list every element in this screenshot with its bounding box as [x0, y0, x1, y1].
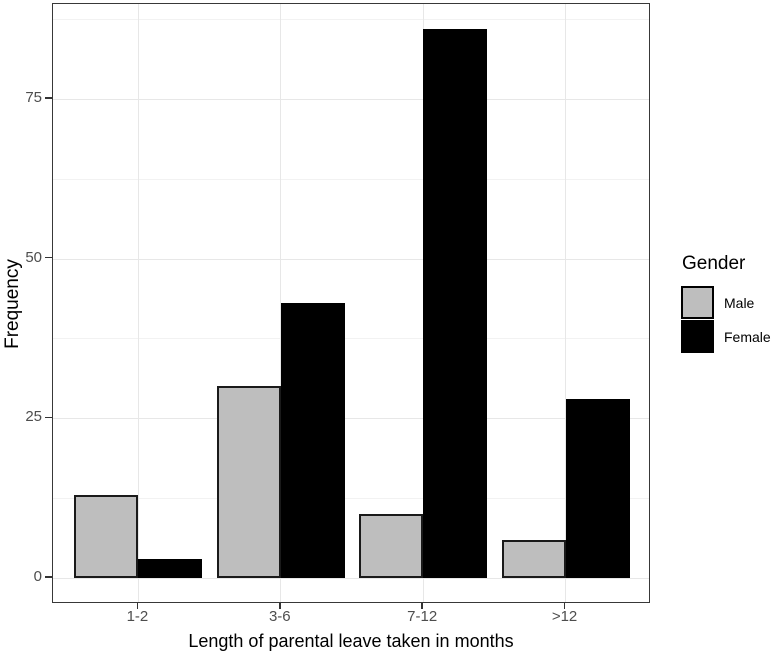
legend: Gender Male Female [681, 253, 778, 354]
legend-label: Female [724, 329, 771, 345]
bar-female-7-12 [423, 28, 488, 578]
x-axis-tick [279, 603, 281, 609]
x-tick-label: 7-12 [407, 608, 438, 625]
legend-entries: Male Female [681, 286, 778, 354]
y-axis-tick [45, 97, 52, 99]
legend-swatch-male [681, 286, 714, 319]
gridline-minor-horizontal [53, 178, 649, 180]
legend-swatch-female [681, 320, 714, 353]
x-tick-label: 1-2 [126, 608, 149, 625]
legend-label: Male [724, 295, 755, 311]
legend-title: Gender [682, 253, 746, 274]
y-axis-tick [45, 576, 52, 578]
y-tick-label: 25 [25, 408, 42, 426]
legend-entry-female: Female [681, 320, 778, 354]
gridline-minor-horizontal [53, 498, 649, 500]
gridline-major-vertical [565, 4, 567, 602]
bar-female-1-2 [138, 558, 203, 578]
gridline-major-horizontal [53, 418, 649, 420]
y-tick-label: 75 [25, 88, 42, 106]
bar-male->12 [501, 539, 566, 578]
gridline-major-vertical [137, 4, 139, 602]
y-axis-tick [45, 256, 52, 259]
gridline-major-horizontal [53, 98, 649, 100]
bar-male-3-6 [216, 386, 281, 578]
gridline-major-vertical [280, 4, 282, 602]
y-tick-label: 50 [25, 248, 42, 266]
bar-female-3-6 [280, 303, 345, 578]
x-tick-label: >12 [551, 608, 578, 625]
bar-male-7-12 [359, 514, 424, 578]
x-axis-title: Length of parental leave taken in months [188, 631, 514, 651]
y-tick-label: 0 [33, 568, 42, 585]
x-axis-tick [421, 603, 423, 609]
x-axis-tick [136, 603, 139, 609]
y-axis-tick [45, 416, 52, 419]
gridline-major-horizontal [53, 258, 649, 260]
bars-layer [53, 4, 649, 602]
x-tick-label: 3-6 [268, 608, 291, 625]
plot-panel [52, 3, 650, 603]
gridline-minor-horizontal [53, 338, 649, 340]
gridline-minor-horizontal [53, 19, 649, 21]
bar-female->12 [565, 399, 630, 578]
bar-male-1-2 [74, 494, 139, 578]
legend-entry-male: Male [681, 286, 778, 320]
y-axis-title: Frequency [2, 259, 23, 349]
gridline-major-horizontal [53, 578, 649, 579]
x-axis-tick [563, 603, 566, 609]
